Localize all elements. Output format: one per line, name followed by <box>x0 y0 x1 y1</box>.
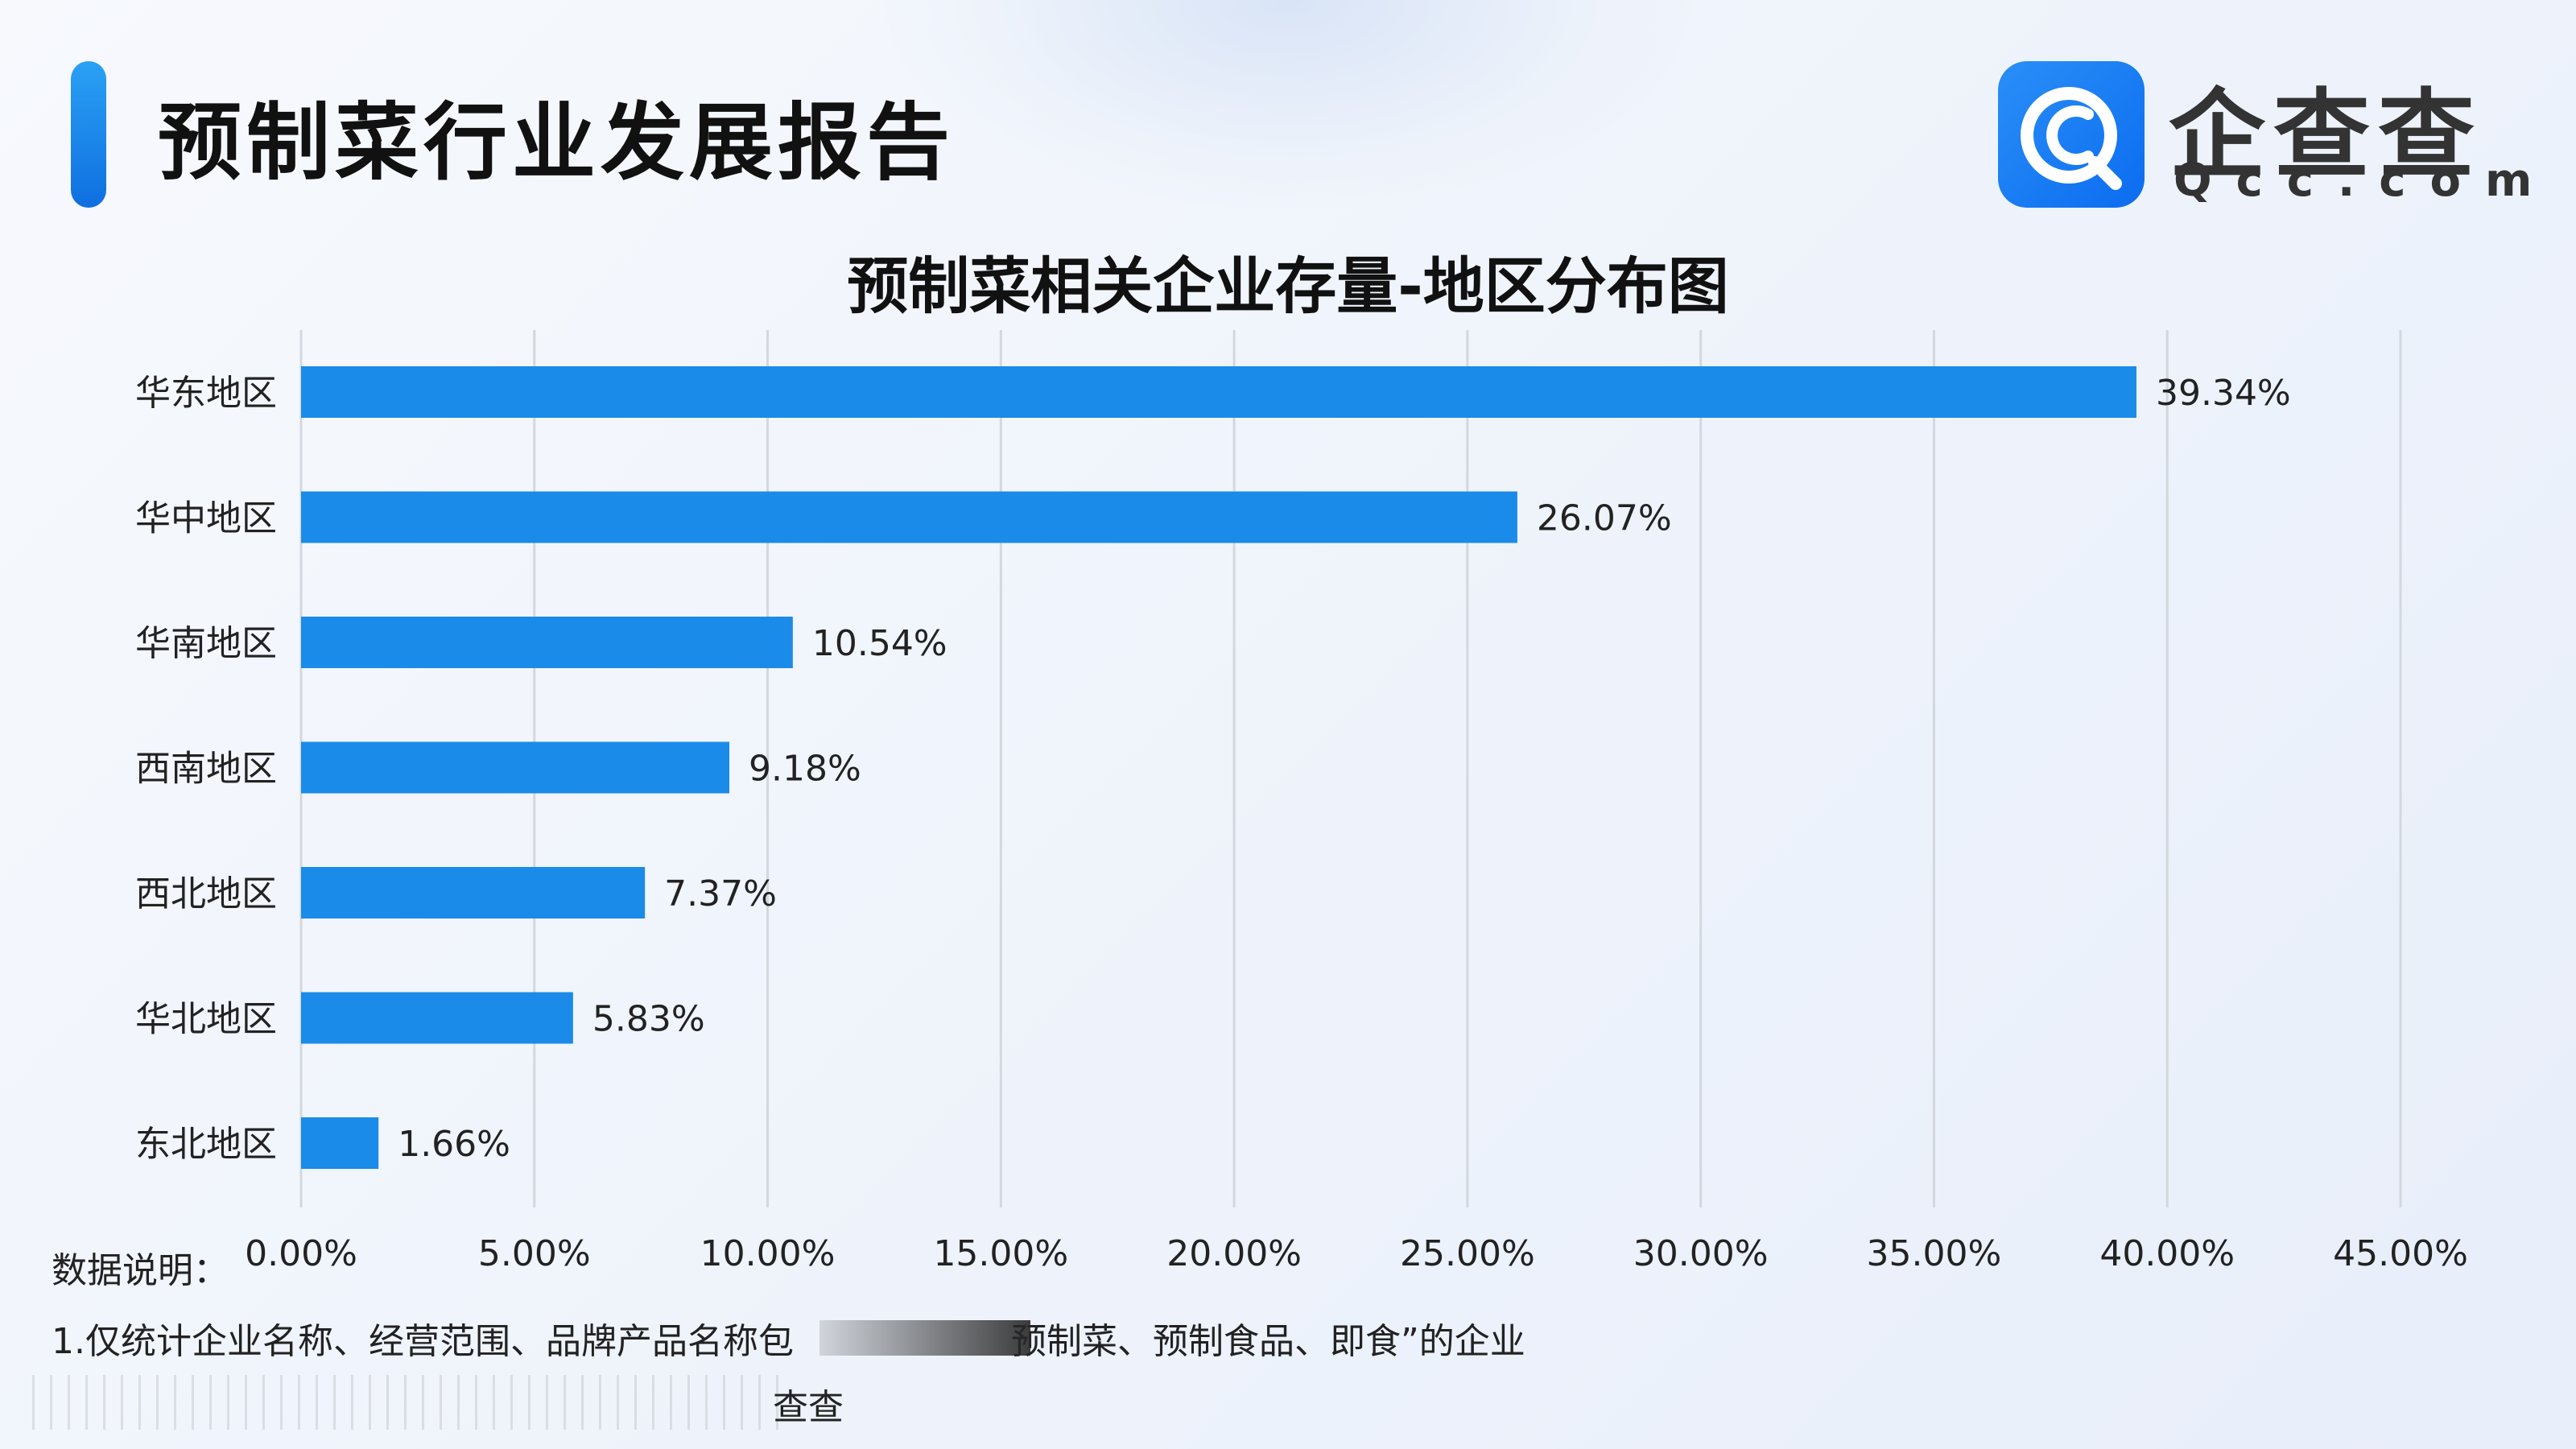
chart-title: 预制菜相关企业存量-地区分布图 <box>847 250 1729 322</box>
bars <box>301 366 2136 1169</box>
category-label: 华东地区 <box>135 373 277 414</box>
source-watermark-text: 查查 <box>773 1387 844 1428</box>
labels: 0.00% 5.00% 10.00% 15.00% 20.00% 25.00% 30.00%… <box>135 373 2468 1274</box>
qcc-logo-chinese-name: 企查查 <box>2169 80 2483 192</box>
category-label: 华南地区 <box>135 623 277 664</box>
x-tick-label: 0.00% <box>245 1233 357 1274</box>
redaction-mark <box>819 1320 1030 1356</box>
value-label: 10.54% <box>812 623 947 664</box>
value-label: 26.07% <box>1537 498 1672 539</box>
grid-lines <box>299 330 2402 1208</box>
value-label: 7.37% <box>664 873 777 914</box>
x-tick-label: 40.00% <box>2099 1233 2235 1274</box>
qcc-logo: 企查查 Qcc.com <box>1998 61 2532 211</box>
data-note-text-start: 1.仅统计企业名称、经营范围、品牌产品名称包 <box>52 1321 794 1362</box>
bar <box>301 366 2136 418</box>
data-note-line: 1.仅统计企业名称、经营范围、品牌产品名称包 预制菜、预制食品、即食”的企业 <box>52 1312 1525 1364</box>
bar <box>301 491 1517 543</box>
x-tick-label: 10.00% <box>700 1233 836 1274</box>
x-tick-label: 5.00% <box>478 1233 591 1274</box>
bar <box>301 867 646 919</box>
category-label: 西南地区 <box>135 749 277 790</box>
x-tick-label: 20.00% <box>1166 1233 1302 1274</box>
category-label: 西北地区 <box>135 873 277 914</box>
bar <box>301 617 793 668</box>
data-note-label: 数据说明： <box>52 1250 229 1291</box>
x-tick-label: 35.00% <box>1867 1233 2002 1274</box>
bar <box>301 992 573 1044</box>
x-tick-label: 45.00% <box>2333 1233 2468 1274</box>
watermark-strip <box>32 1375 781 1430</box>
bar <box>301 741 730 794</box>
value-label: 39.34% <box>2156 373 2291 414</box>
report-title: 预制菜行业发展报告 <box>158 93 956 192</box>
value-label: 9.18% <box>749 749 861 790</box>
title-accent-bar <box>71 61 106 208</box>
qcc-logo-english-name: Qcc.com <box>2174 155 2557 207</box>
value-label: 1.66% <box>398 1124 510 1165</box>
category-label: 东北地区 <box>135 1124 277 1165</box>
x-tick-label: 15.00% <box>933 1233 1068 1274</box>
bar <box>301 1117 379 1169</box>
value-label: 5.83% <box>592 999 705 1040</box>
x-tick-label: 30.00% <box>1633 1233 1769 1274</box>
category-label: 华北地区 <box>135 999 277 1040</box>
x-tick-label: 25.00% <box>1400 1233 1535 1274</box>
qcc-logo-icon <box>1998 61 2145 208</box>
data-note-text-end: 预制菜、预制食品、即食”的企业 <box>1010 1321 1525 1362</box>
category-label: 华中地区 <box>135 498 277 539</box>
